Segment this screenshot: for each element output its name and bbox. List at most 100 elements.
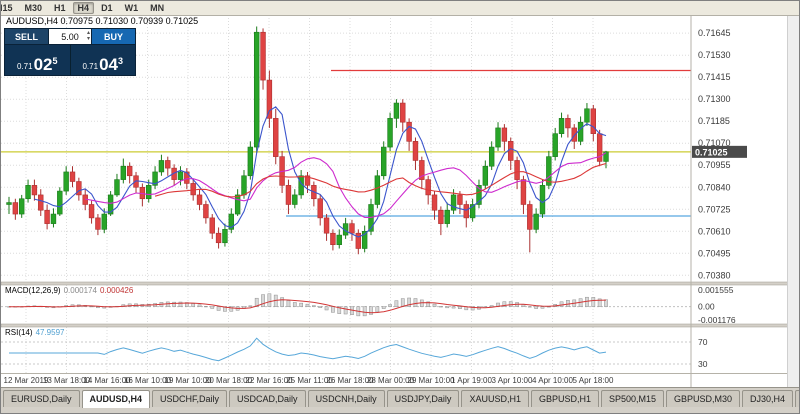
- candle-body: [101, 213, 107, 230]
- candle-body: [152, 171, 158, 186]
- timeframe-button-m15[interactable]: M15: [1, 2, 18, 14]
- macd-histogram-bar: [280, 297, 284, 307]
- price-axis-label: 0.71415: [698, 72, 731, 82]
- chart-tab-gbpusd-h1[interactable]: GBPUSD,H1: [530, 390, 599, 407]
- macd-histogram-bar: [591, 297, 596, 307]
- chart-tab-usdcad-daily[interactable]: USDCAD,Daily: [229, 390, 306, 407]
- lot-size-value: 5.00: [61, 31, 79, 42]
- lot-increase-icon[interactable]: ▴: [86, 30, 90, 36]
- sell-button[interactable]: SELL: [5, 29, 49, 44]
- time-axis-label: 29 Mar 10:00: [407, 376, 455, 385]
- candle-body: [184, 171, 190, 184]
- candle-body: [120, 165, 127, 180]
- lot-size-field[interactable]: 5.00 ▴ ▾: [49, 29, 91, 44]
- macd-histogram-bar: [286, 300, 291, 307]
- time-axis-label: 19 Mar 10:00: [164, 376, 212, 385]
- macd-histogram-bar: [312, 305, 316, 307]
- candle-body: [381, 146, 387, 177]
- ma-line-24: [154, 162, 607, 198]
- macd-signal-line: [8, 299, 607, 314]
- candle-body: [476, 185, 482, 205]
- time-axis-label: 12 Mar 2019: [4, 376, 49, 385]
- timeframe-button-d1[interactable]: D1: [96, 2, 118, 14]
- buy-price-display[interactable]: 0.71 04 3: [70, 45, 135, 75]
- buy-price-big-digits: 04: [99, 55, 118, 74]
- one-click-trading-panel: SELL 5.00 ▴ ▾ BUY 0.71 02 5 0.71 04 3: [4, 28, 136, 76]
- trade-panel-price-row: 0.71 02 5 0.71 04 3: [5, 44, 135, 75]
- candle-body: [44, 209, 50, 224]
- chart-tab-sp500-m15[interactable]: SP500,M15: [600, 390, 664, 407]
- timeframe-button-h1[interactable]: H1: [49, 2, 71, 14]
- macd-histogram-bar: [432, 303, 437, 307]
- candle-body: [590, 108, 596, 134]
- lot-decrease-icon[interactable]: ▾: [86, 36, 90, 42]
- candle-body: [266, 79, 273, 119]
- time-axis-label: 1 Apr 19:00: [451, 376, 492, 385]
- macd-histogram-bar: [318, 306, 323, 308]
- timeframe-button-h4[interactable]: H4: [72, 2, 95, 14]
- chart-tab-eurusd-daily[interactable]: EURUSD,Daily: [3, 390, 80, 407]
- time-axis-label: 20 Mar 18:00: [205, 376, 253, 385]
- candle-body: [323, 217, 330, 234]
- candle-body: [146, 185, 152, 200]
- candle-body: [374, 175, 381, 205]
- chart-tab-usdchf-daily[interactable]: USDCHF,Daily: [152, 390, 228, 407]
- macd-histogram-bar: [362, 306, 367, 317]
- candle-body: [355, 232, 362, 249]
- candle-body: [552, 133, 558, 157]
- candle-body: [234, 194, 241, 215]
- candle-body: [527, 204, 533, 230]
- chart-tab-xauusd-h1[interactable]: XAUUSD,H1: [461, 390, 529, 407]
- candle-body: [292, 194, 298, 205]
- time-axis-label: 22 Mar 16:00: [245, 376, 293, 385]
- macd-scale-label: 0.001555: [698, 285, 734, 295]
- candle-body: [539, 185, 546, 215]
- chart-tab-dj30-h4[interactable]: DJ30,H4: [742, 390, 794, 407]
- macd-histogram-bar: [381, 306, 386, 309]
- sell-price-display[interactable]: 0.71 02 5: [5, 45, 71, 75]
- macd-histogram-bar: [559, 301, 564, 307]
- rsi-scale-label: 70: [698, 337, 708, 347]
- ma-line-13: [85, 152, 607, 218]
- candle-body: [253, 31, 260, 148]
- candle-body: [469, 204, 476, 219]
- timeframe-button-m30[interactable]: M30: [20, 2, 48, 14]
- price-axis-label: 0.71645: [698, 28, 731, 38]
- macd-histogram-bar: [197, 304, 202, 307]
- timeframe-button-mn[interactable]: MN: [145, 2, 169, 14]
- candle-body: [273, 118, 279, 157]
- candle-body: [114, 179, 120, 196]
- current-price-tag: [692, 145, 747, 158]
- chart-tab-gbpusd-m30[interactable]: GBPUSD,M30: [666, 390, 741, 407]
- candle-body: [317, 198, 323, 219]
- candle-body: [190, 183, 196, 196]
- timeframe-button-w1[interactable]: W1: [120, 2, 144, 14]
- price-axis-label: 0.70725: [698, 204, 731, 214]
- candle-body: [50, 213, 57, 224]
- candle-body: [488, 146, 495, 167]
- candle-body: [285, 185, 292, 205]
- macd-histogram-bar: [445, 306, 450, 309]
- sell-price-big-digits: 02: [33, 55, 53, 74]
- macd-histogram-bar: [210, 306, 215, 309]
- macd-histogram-bar: [540, 306, 545, 309]
- vertical-scrollbar[interactable]: [787, 15, 799, 387]
- pane-divider: [1, 281, 799, 286]
- price-axis-label: 0.71530: [698, 50, 731, 60]
- chart-tabbar: EURUSD,Daily AUDUSD,H4 USDCHF,Daily USDCAD,…: [1, 387, 799, 413]
- price-axis-label: 0.70840: [698, 182, 731, 192]
- candle-body: [222, 229, 228, 244]
- chart-tab-usdjpy-daily[interactable]: USDJPY,Daily: [386, 390, 460, 407]
- macd-indicator-label: MACD(12,26,9) 0.000174 0.000426: [5, 286, 133, 295]
- macd-histogram-bar: [470, 306, 475, 311]
- macd-name: MACD(12,26,9): [5, 286, 61, 295]
- chart-tab-tech100-h1[interactable]: TECH100,H1: [795, 390, 799, 407]
- sell-price-pipette: 5: [52, 56, 58, 66]
- buy-button[interactable]: BUY: [91, 29, 135, 44]
- chart-tab-usdcnh-daily[interactable]: USDCNH,Daily: [307, 390, 385, 407]
- candle-body: [514, 160, 520, 180]
- chart-tab-audusd-h4[interactable]: AUDUSD,H4: [81, 390, 151, 408]
- candle-body: [349, 223, 355, 234]
- candle-body: [565, 118, 571, 129]
